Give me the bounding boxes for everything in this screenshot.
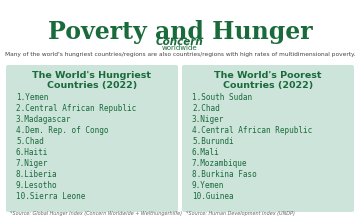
Text: 5.Chad: 5.Chad: [16, 137, 44, 146]
Text: The World's Hungriest
Countries (2022): The World's Hungriest Countries (2022): [32, 71, 152, 90]
Text: worldwide: worldwide: [162, 45, 198, 51]
Text: 9.Lesotho: 9.Lesotho: [16, 181, 58, 190]
Text: 4.Dem. Rep. of Congo: 4.Dem. Rep. of Congo: [16, 126, 108, 135]
Text: 1.South Sudan: 1.South Sudan: [192, 93, 252, 102]
Text: 9.Yemen: 9.Yemen: [192, 181, 224, 190]
Text: Concern: Concern: [156, 37, 204, 47]
Text: 2.Chad: 2.Chad: [192, 104, 220, 113]
Text: 7.Mozambique: 7.Mozambique: [192, 159, 248, 168]
Text: 2.Central African Republic: 2.Central African Republic: [16, 104, 136, 113]
Text: 3.Madagascar: 3.Madagascar: [16, 115, 72, 124]
Text: 4.Central African Republic: 4.Central African Republic: [192, 126, 312, 135]
Text: *Source: Global Hunger Index (Concern Worldwide + Welthungerhilfe): *Source: Global Hunger Index (Concern Wo…: [10, 211, 182, 216]
Text: 8.Liberia: 8.Liberia: [16, 170, 58, 179]
Text: 8.Burkina Faso: 8.Burkina Faso: [192, 170, 257, 179]
Text: 7.Niger: 7.Niger: [16, 159, 48, 168]
Text: 10.Sierra Leone: 10.Sierra Leone: [16, 192, 85, 201]
Text: 1.Yemen: 1.Yemen: [16, 93, 48, 102]
Text: 10.Guinea: 10.Guinea: [192, 192, 234, 201]
Text: 6.Mali: 6.Mali: [192, 148, 220, 157]
FancyBboxPatch shape: [6, 65, 178, 212]
Text: Many of the world's hungriest countries/regions are also countries/regions with : Many of the world's hungriest countries/…: [5, 52, 355, 57]
Text: Poverty and Hunger: Poverty and Hunger: [48, 20, 312, 44]
Text: 5.Burundi: 5.Burundi: [192, 137, 234, 146]
Text: 3.Niger: 3.Niger: [192, 115, 224, 124]
Text: 6.Haiti: 6.Haiti: [16, 148, 48, 157]
Text: *Source: Human Development Index (UNDP): *Source: Human Development Index (UNDP): [186, 211, 295, 216]
FancyBboxPatch shape: [182, 65, 354, 212]
Text: The World's Poorest
Countries (2022): The World's Poorest Countries (2022): [214, 71, 322, 90]
